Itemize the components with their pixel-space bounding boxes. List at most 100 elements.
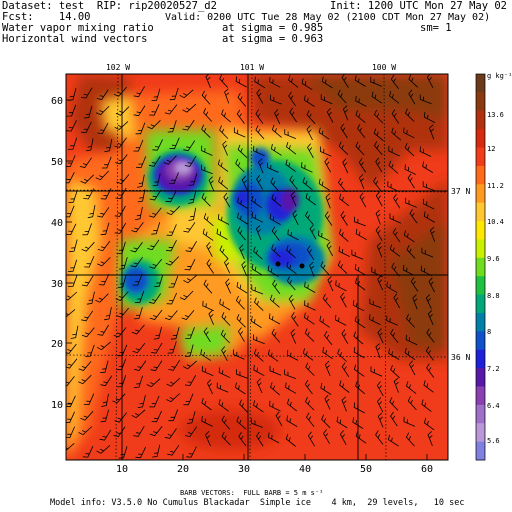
wind-barb (100, 188, 112, 200)
wind-barb (376, 397, 384, 413)
wind-barb (147, 239, 160, 251)
wind-barb (186, 446, 197, 458)
y-tick-label: 40 (51, 218, 63, 229)
y-tick-label: 10 (51, 400, 63, 411)
wind-barb (353, 364, 365, 377)
wind-barb (224, 88, 230, 104)
wind-barb (428, 277, 435, 293)
wind-barb (390, 365, 400, 379)
wind-barb (388, 145, 400, 157)
wind-barb (251, 263, 263, 276)
wind-barb (205, 74, 211, 88)
wind-barb (66, 343, 77, 354)
wind-barb (219, 125, 229, 139)
wind-barb (287, 229, 299, 241)
wind-barb (351, 249, 364, 260)
wind-barb (130, 242, 143, 253)
wind-barb (375, 343, 381, 359)
wind-barb (305, 193, 317, 206)
wind-barb (253, 145, 265, 157)
wind-barb (184, 259, 196, 271)
wind-barb (324, 394, 331, 410)
wind-barb (131, 324, 145, 335)
wind-barb (403, 230, 415, 243)
wind-barb (164, 104, 178, 115)
smoothing-label: sm= 1 (420, 22, 452, 34)
colorbar-swatch (476, 221, 485, 240)
wind-barb (271, 244, 281, 258)
y-tick-label: 30 (51, 279, 63, 290)
wind-barb (149, 258, 163, 269)
wind-barb (389, 213, 402, 224)
wind-barb (201, 416, 213, 427)
wind-barb (341, 74, 349, 88)
wind-barb (425, 346, 434, 361)
wind-barb (146, 378, 161, 388)
colorbar-label: 13.6 (487, 111, 504, 119)
wind-barb (222, 140, 228, 156)
wind-barb (320, 261, 330, 275)
wind-barb (133, 105, 146, 117)
wind-barb (322, 347, 333, 360)
colorbar-unit: g kg⁻¹ (487, 72, 512, 80)
wind-barb (409, 209, 418, 224)
wind-barb (341, 396, 347, 412)
wind-barb (338, 141, 349, 155)
wind-barb (85, 344, 95, 357)
wind-barb (405, 334, 418, 346)
wind-barb (393, 377, 399, 393)
wind-barb (219, 298, 231, 311)
wind-barb (168, 409, 179, 422)
wind-barb (306, 125, 313, 141)
wind-barb (87, 205, 96, 219)
wind-barb (152, 444, 161, 458)
wind-barb (326, 107, 334, 123)
wind-barb (253, 246, 263, 260)
wind-barb (100, 360, 109, 374)
wind-barb (371, 266, 383, 278)
wind-barb (270, 94, 282, 105)
wind-barb (181, 309, 195, 320)
wind-barb (388, 348, 400, 360)
wind-barb (236, 109, 245, 124)
wind-barb (151, 88, 161, 101)
wind-barb (236, 281, 248, 294)
wind-barb (354, 75, 366, 87)
x-tick-label: 30 (238, 464, 250, 475)
wind-barb (81, 310, 94, 322)
wind-barb (327, 276, 334, 292)
wind-barb (377, 412, 384, 428)
wind-barb (114, 205, 126, 217)
wind-barb (307, 431, 316, 447)
wind-barb (179, 89, 194, 99)
colorbar-swatch (476, 312, 485, 332)
wind-barb (104, 307, 112, 321)
wind-barb (303, 312, 315, 325)
wind-barb (165, 190, 177, 203)
wind-barb (115, 187, 127, 200)
wind-barb (66, 172, 75, 184)
wind-barb (83, 105, 93, 119)
wind-barb (225, 278, 232, 294)
wind-barb (324, 157, 332, 173)
wind-barb (183, 222, 196, 233)
wind-barb (116, 307, 130, 318)
wind-barb (324, 211, 333, 226)
wind-barb (170, 326, 180, 340)
wind-barb (270, 382, 280, 396)
wind-barb (66, 104, 77, 117)
wind-barb (302, 177, 313, 191)
wind-barb (188, 173, 198, 186)
wind-barb (241, 176, 248, 191)
wind-barb (284, 369, 297, 379)
wind-barb (255, 225, 262, 241)
wind-barb (412, 294, 418, 310)
wind-barb (369, 314, 381, 325)
wind-barb (132, 273, 143, 286)
wind-barb (306, 245, 315, 261)
wind-barb (114, 222, 127, 234)
wind-barb (270, 177, 280, 192)
wind-barb (256, 378, 263, 394)
wind-barb (269, 400, 281, 412)
wind-barb (286, 261, 297, 275)
